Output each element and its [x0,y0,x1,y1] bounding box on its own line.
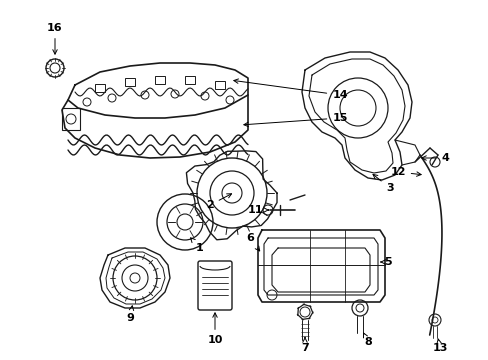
Bar [184,76,195,84]
Text: 8: 8 [363,333,371,347]
Text: 15: 15 [244,113,347,127]
Text: 5: 5 [380,257,391,267]
Bar [62,108,80,130]
Bar [155,76,164,84]
Text: 7: 7 [301,337,308,353]
Text: 3: 3 [372,174,393,193]
Text: 9: 9 [126,306,134,323]
Text: 2: 2 [206,194,231,210]
Text: 14: 14 [233,79,347,100]
Text: 13: 13 [431,339,447,353]
Text: 1: 1 [190,238,203,253]
Text: 6: 6 [245,233,259,251]
Text: 4: 4 [421,153,448,163]
Text: 12: 12 [389,167,420,177]
Text: 16: 16 [47,23,62,54]
Bar [125,78,135,86]
Text: 11: 11 [247,205,268,215]
Text: 10: 10 [207,313,222,345]
Bar [215,81,224,89]
Bar [95,84,105,92]
